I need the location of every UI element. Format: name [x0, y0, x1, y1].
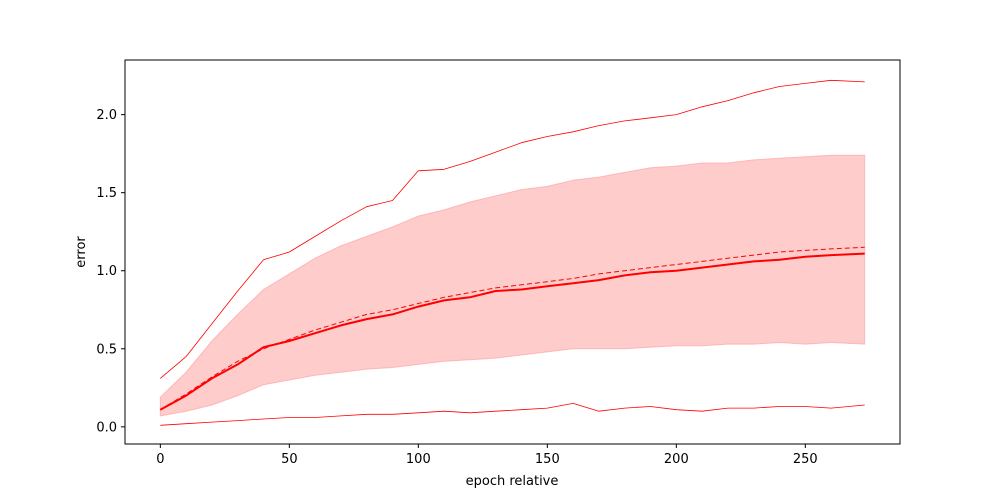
x-axis-label: epoch relative	[466, 474, 559, 489]
plot-frame	[124, 59, 901, 445]
max-line	[160, 79, 865, 379]
y-tick-label: 0.5	[96, 342, 117, 357]
min-line	[160, 402, 865, 426]
y-axis-label: error	[74, 236, 89, 268]
x-tick-label: 150	[535, 452, 560, 467]
y-tick-label: 1.5	[96, 186, 117, 201]
plot-area	[159, 79, 866, 426]
mean-line	[159, 252, 865, 411]
x-tick-label: 50	[281, 452, 298, 467]
x-tick-label: 250	[793, 452, 818, 467]
x-tick-label: 100	[406, 452, 431, 467]
y-tick-label: 1.0	[96, 264, 117, 279]
y-tick-label: 2.0	[96, 108, 117, 123]
y-tick-label: 0.0	[96, 420, 117, 435]
x-tick-label: 0	[156, 452, 164, 467]
x-tick-label: 200	[664, 452, 689, 467]
y-axis: 0.0 0.5 1.0 1.5 2.0	[96, 108, 125, 435]
x-axis: 0 50 100 150 200 250	[156, 444, 818, 467]
